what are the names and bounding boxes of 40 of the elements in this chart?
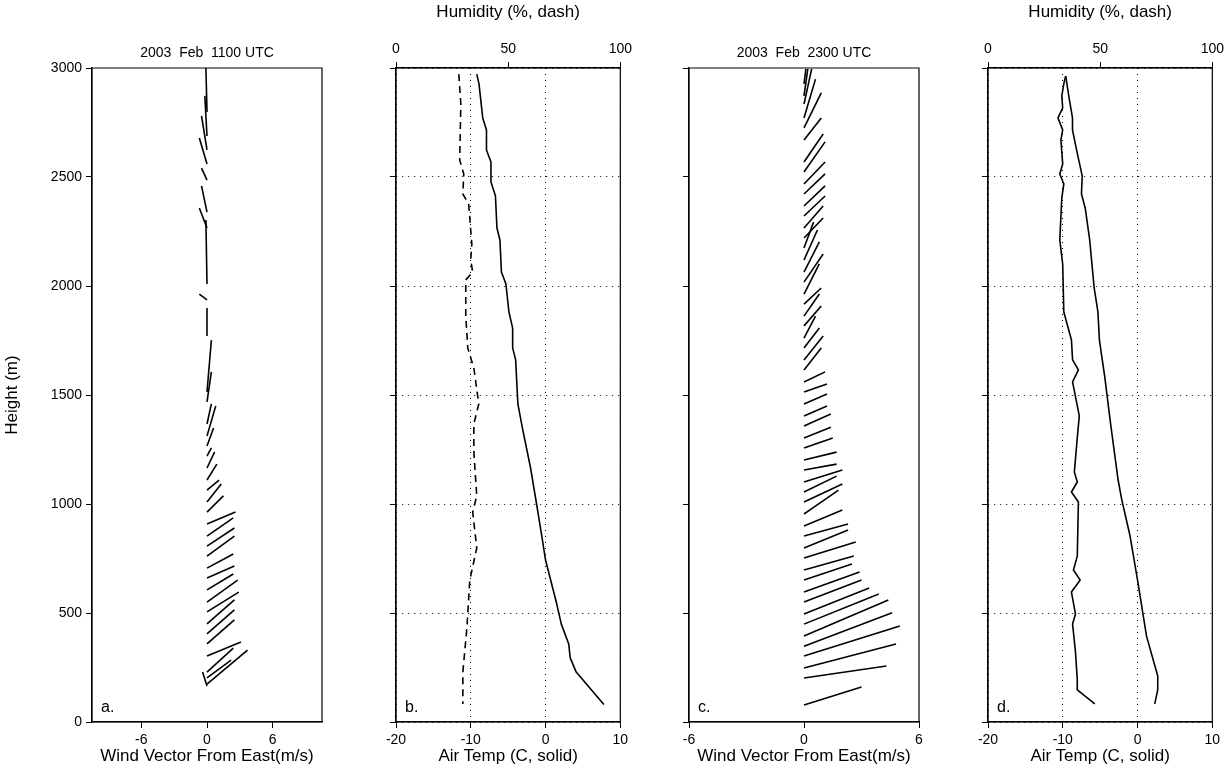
x-axis-title: Air Temp (C, solid) [1030, 746, 1170, 766]
chart-title: 2003 Feb 1100 UTC [140, 43, 274, 60]
x-tick-label: 6 [268, 731, 277, 748]
x-tick-label: 0 [1133, 731, 1142, 748]
x-tick-label: 6 [915, 731, 924, 748]
x-tick-label: 0 [203, 731, 212, 748]
x2-tick-label: 50 [1092, 40, 1109, 57]
y-tick-label: 2500 [50, 167, 83, 184]
x-tick-label: -6 [682, 731, 696, 748]
x-tick-label: -10 [460, 731, 482, 748]
annotation: a. [101, 698, 115, 716]
x2-tick-label: 50 [500, 40, 517, 57]
x2-axis-title: Humidity (%, dash) [1028, 1, 1172, 21]
annotation: b. [405, 698, 419, 716]
x2-axis-title: Humidity (%, dash) [436, 1, 580, 21]
x-axis-title: Wind Vector From East(m/s) [697, 746, 911, 766]
x2-tick-label: 0 [984, 40, 993, 57]
annotation: c. [698, 698, 711, 716]
x2-tick-label: 100 [608, 40, 633, 57]
chart-title: 2003 Feb 2300 UTC [736, 43, 872, 60]
y-tick-label: 1000 [50, 494, 83, 511]
x2-tick-label: 100 [1200, 40, 1225, 57]
x-tick-label: 0 [541, 731, 550, 748]
y-tick-label: 500 [58, 603, 83, 620]
x-tick-label: -10 [1052, 731, 1074, 748]
x-axis-title: Wind Vector From East(m/s) [100, 746, 314, 766]
y-tick-label: 0 [74, 712, 83, 729]
y-tick-label: 3000 [50, 58, 83, 75]
y-tick-label: 1500 [50, 385, 83, 402]
x-tick-label: 10 [612, 731, 629, 748]
y-tick-label: 2000 [50, 276, 83, 293]
y-axis-title: Height (m) [1, 355, 21, 435]
x-tick-label: 0 [800, 731, 809, 748]
annotation: d. [997, 698, 1011, 716]
x2-tick-label: 0 [392, 40, 401, 57]
x-tick-label: -20 [977, 731, 999, 748]
x-tick-label: -20 [385, 731, 407, 748]
x-axis-title: Air Temp (C, solid) [438, 746, 578, 766]
x-tick-label: 10 [1204, 731, 1221, 748]
x-tick-label: -6 [135, 731, 148, 748]
